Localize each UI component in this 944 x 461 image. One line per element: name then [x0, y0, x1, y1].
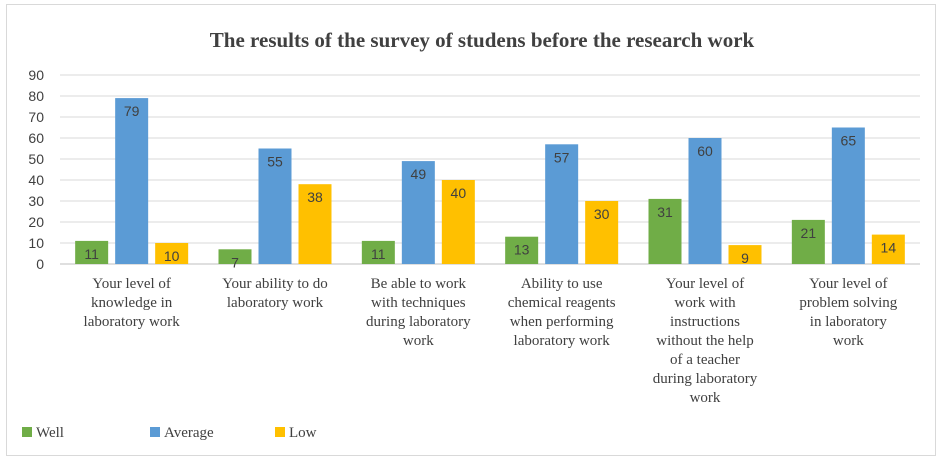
bar-well [361, 240, 395, 264]
y-tick-label: 40 [28, 172, 44, 188]
data-label: 21 [801, 225, 817, 241]
y-tick-label: 20 [28, 214, 44, 230]
y-tick-label: 0 [36, 256, 44, 272]
bar-well [791, 219, 825, 264]
gridlines [60, 74, 920, 265]
data-label: 14 [881, 240, 897, 256]
category-label: Your level of problem solving in laborator… [799, 276, 897, 349]
data-labels: 11 79 10 7 55 38 11 49 40 13 57 30 31 60 9 21 65 14 [84, 103, 896, 270]
legend-label: Well [36, 425, 64, 441]
data-label: 38 [307, 189, 323, 205]
bar-well [75, 240, 109, 264]
category-label: Be able to work with techniques during lab… [366, 276, 471, 349]
bar-average [115, 98, 149, 264]
bar-average [545, 144, 579, 264]
data-label: 30 [594, 206, 610, 222]
data-label: 11 [84, 246, 99, 262]
category-label: Your ability to do laboratory work [222, 276, 328, 311]
x-axis: Your level of knowledge in laboratory work… [84, 276, 898, 406]
data-label: 60 [697, 143, 713, 159]
data-label: 9 [741, 250, 749, 266]
legend-swatch-low [275, 427, 285, 437]
bar-low [585, 201, 619, 264]
bar-well [505, 236, 539, 264]
bar-average [831, 127, 865, 264]
chart-title: The results of the survey of studens bef… [210, 28, 755, 52]
data-label: 79 [124, 103, 140, 119]
bar-low [298, 184, 332, 264]
legend-swatch-well [22, 427, 32, 437]
y-axis: 0 10 20 30 40 50 60 70 80 90 [28, 67, 44, 272]
y-tick-label: 80 [28, 88, 44, 104]
data-label: 40 [451, 185, 467, 201]
legend: Well Average Low [22, 425, 317, 441]
data-label: 31 [657, 204, 673, 220]
y-tick-label: 50 [28, 151, 44, 167]
category-label: Your level of work with instructions withou… [653, 276, 758, 406]
legend-swatch-average [150, 427, 160, 437]
bar-average [401, 161, 435, 264]
bar-low [441, 180, 475, 264]
data-label: 7 [231, 254, 239, 270]
data-label: 10 [164, 248, 180, 264]
bar-well [648, 198, 682, 264]
data-label: 55 [267, 154, 283, 170]
data-label: 13 [514, 242, 530, 258]
bar-average [258, 148, 292, 264]
data-label: 49 [411, 166, 427, 182]
category-label: Your level of knowledge in laboratory work [84, 276, 181, 330]
bar-low [871, 234, 905, 264]
y-tick-label: 70 [28, 109, 44, 125]
y-tick-label: 60 [28, 130, 44, 146]
bar-low [728, 245, 762, 264]
category-label: Ability to use chemical reagents when perf… [508, 276, 616, 349]
data-label: 57 [554, 149, 570, 165]
legend-label: Average [164, 425, 214, 441]
y-tick-label: 90 [28, 67, 44, 83]
bars [75, 98, 905, 264]
y-tick-label: 30 [28, 193, 44, 209]
legend-label: Low [289, 425, 317, 441]
bar-well [218, 249, 252, 264]
bar-average [688, 138, 722, 264]
data-label: 65 [841, 133, 857, 149]
data-label: 11 [371, 246, 386, 262]
bar-low [155, 243, 189, 264]
y-tick-label: 10 [28, 235, 44, 251]
